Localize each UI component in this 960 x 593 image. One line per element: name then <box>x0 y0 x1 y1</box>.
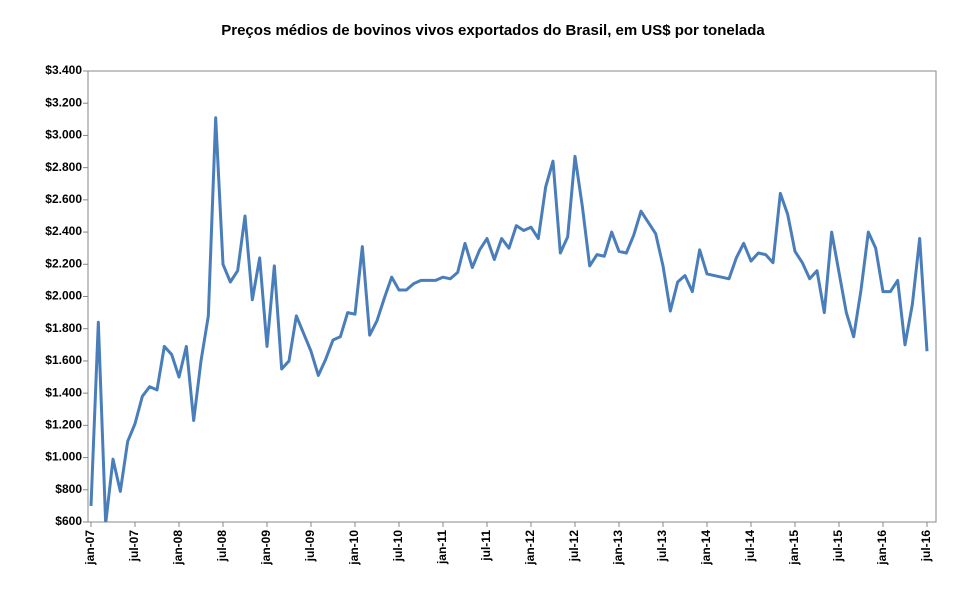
y-tick-label: $2.600 <box>45 192 82 206</box>
y-tick-label: $1.400 <box>45 385 82 399</box>
y-tick-label: $3.000 <box>45 128 82 142</box>
x-tick-label: jul-13 <box>655 530 669 563</box>
line-series <box>89 116 929 522</box>
x-tick-label: jan-07 <box>83 530 97 566</box>
x-tick-label: jan-11 <box>435 530 449 565</box>
x-tick-label: jan-08 <box>171 530 185 566</box>
x-tick-label: jul-14 <box>743 530 757 563</box>
x-tick-label: jan-12 <box>523 530 537 566</box>
x-tick-label: jul-10 <box>391 530 405 563</box>
y-tick-label: $2.400 <box>45 224 82 238</box>
y-tick-label: $600 <box>55 514 82 528</box>
x-tick-label: jul-12 <box>567 530 581 563</box>
x-tick-label: jan-14 <box>699 530 713 566</box>
x-tick-label: jan-16 <box>875 530 889 566</box>
chart-title: Preços médios de bovinos vivos exportado… <box>221 22 765 39</box>
y-tick-label: $1.800 <box>45 321 82 335</box>
y-tick-label: $2.200 <box>45 256 82 270</box>
y-tick-label: $1.200 <box>45 418 82 432</box>
x-tick-label: jan-09 <box>259 530 273 566</box>
y-tick-label: $2.000 <box>45 289 82 303</box>
x-tick-label: jan-13 <box>611 530 625 566</box>
x-tick-label: jul-08 <box>215 530 229 563</box>
x-tick-label: jul-15 <box>831 530 845 563</box>
y-tick-label: $1.000 <box>45 450 82 464</box>
x-tick-label: jan-15 <box>787 530 801 566</box>
x-tick-label: jan-10 <box>347 530 361 566</box>
x-tick-label: jul-16 <box>919 530 933 563</box>
y-tick-label: $2.800 <box>45 160 82 174</box>
y-tick-label: $3.200 <box>45 95 82 109</box>
x-tick-label: jul-11 <box>479 530 493 562</box>
y-tick-label: $800 <box>55 482 82 496</box>
y-tick-label: $3.400 <box>45 63 82 77</box>
x-tick-label: jul-09 <box>303 530 317 563</box>
x-tick-label: jul-07 <box>127 530 141 563</box>
y-tick-label: $1.600 <box>45 353 82 367</box>
